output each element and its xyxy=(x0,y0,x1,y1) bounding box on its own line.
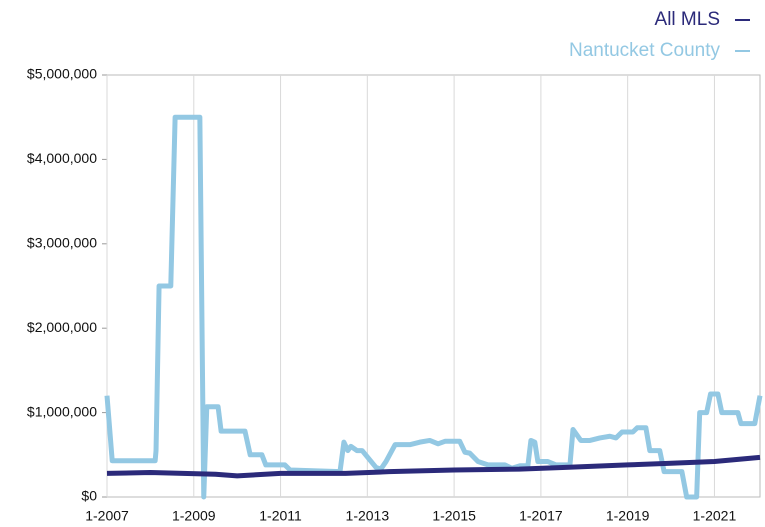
x-tick-label: 1-2011 xyxy=(259,508,302,524)
x-tick-label: 1-2017 xyxy=(519,508,563,524)
x-tick-label: 1-2013 xyxy=(346,508,390,524)
y-tick-label: $4,000,000 xyxy=(27,150,97,166)
y-tick-label: $3,000,000 xyxy=(27,235,97,251)
x-tick-label: 1-2019 xyxy=(606,508,650,524)
legend-label: Nantucket County xyxy=(569,40,721,61)
y-tick-label: $1,000,000 xyxy=(27,403,97,419)
x-tick-label: 1-2009 xyxy=(172,508,216,524)
y-tick-label: $2,000,000 xyxy=(27,319,97,335)
series-line xyxy=(104,114,763,500)
series-line xyxy=(106,454,761,479)
legend-label: All MLS xyxy=(655,9,720,30)
x-tick-label: 1-2015 xyxy=(432,508,476,524)
x-tick-label: 1-2007 xyxy=(85,508,129,524)
y-tick-label: $0 xyxy=(81,488,97,504)
y-tick-label: $5,000,000 xyxy=(27,66,97,82)
x-tick-label: 1-2021 xyxy=(693,508,737,524)
